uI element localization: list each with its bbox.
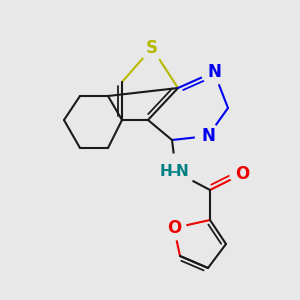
Text: N: N (176, 164, 188, 179)
Text: N: N (207, 63, 221, 81)
Text: O: O (167, 219, 181, 237)
Text: O: O (235, 165, 249, 183)
Text: H: H (160, 164, 172, 179)
Circle shape (230, 162, 254, 186)
Circle shape (140, 35, 165, 61)
Text: N: N (201, 127, 215, 145)
Circle shape (162, 216, 186, 240)
Text: S: S (146, 39, 158, 57)
Circle shape (195, 123, 220, 148)
Circle shape (158, 154, 194, 190)
Circle shape (201, 59, 226, 85)
